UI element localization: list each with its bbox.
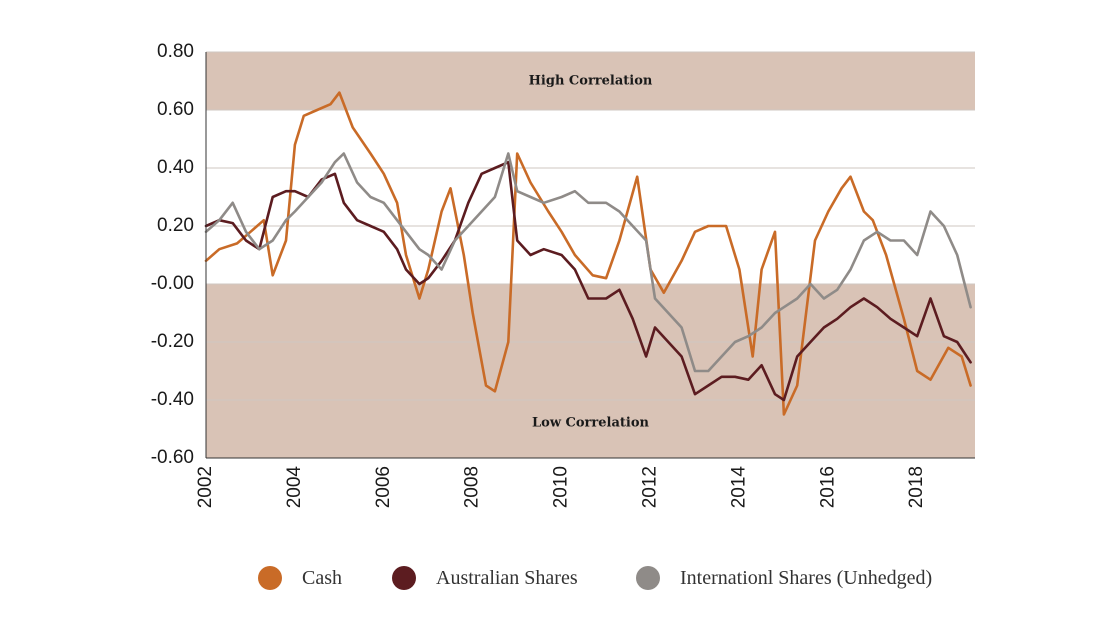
y-tick-label: 0.60 [157, 99, 194, 120]
series-lines [204, 91, 972, 416]
legend: Cash Australian Shares Internationl Shar… [0, 560, 1110, 596]
legend-swatch-cash [258, 566, 282, 590]
legend-item-international-shares: Internationl Shares (Unhedged) [636, 560, 932, 596]
x-tick-label: 2008 [462, 466, 483, 508]
band-label-low-correlation: Low Correlation [532, 416, 649, 431]
x-tick-label: 2014 [728, 466, 749, 509]
legend-item-cash: Cash [258, 560, 342, 596]
x-tick-label: 2002 [195, 466, 216, 508]
correlation-bands [206, 52, 975, 458]
legend-label-international-shares: Internationl Shares (Unhedged) [680, 566, 933, 589]
legend-label-australian-shares: Australian Shares [436, 566, 578, 589]
x-tick-label: 2004 [284, 466, 305, 509]
y-tick-label: 0.80 [157, 41, 194, 62]
x-tick-label: 2010 [551, 466, 572, 508]
x-tick-label: 2016 [817, 466, 838, 508]
band-label-high-correlation: High Correlation [529, 74, 653, 89]
x-tick-label: 2018 [906, 466, 927, 508]
series-line-cash [204, 91, 972, 416]
x-tick-label: 2012 [640, 466, 661, 508]
legend-swatch-australian-shares [392, 566, 416, 590]
y-tick-label: 0.20 [157, 215, 194, 236]
band-labels: High Correlation Low Correlation [529, 74, 653, 431]
series-line-australian-shares [204, 160, 972, 402]
legend-swatch-international-shares [636, 566, 660, 590]
legend-label-cash: Cash [302, 566, 342, 589]
legend-item-australian-shares: Australian Shares [392, 560, 578, 596]
y-axis-ticks: 0.80 0.60 0.40 0.20 -0.00 -0.20 -0.40 -0.60 [151, 41, 194, 468]
y-tick-label: -0.60 [151, 447, 194, 468]
series-line-internationl-shares-unhedged [204, 152, 972, 373]
x-axis-ticks: 2002 2004 2006 2008 2010 2012 2014 2016 2018 [195, 466, 927, 509]
y-tick-label: 0.40 [157, 157, 194, 178]
y-tick-label: -0.20 [151, 331, 194, 352]
y-tick-label: -0.00 [151, 273, 194, 294]
band-low-correlation [206, 284, 975, 458]
y-tick-label: -0.40 [151, 389, 194, 410]
x-tick-label: 2006 [373, 466, 394, 508]
gridlines [206, 51, 975, 459]
